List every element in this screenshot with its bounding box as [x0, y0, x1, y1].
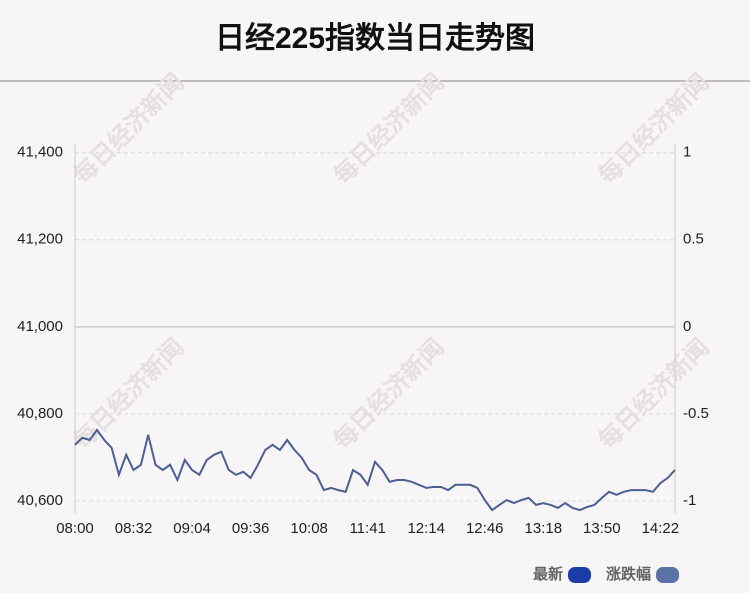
y2-tick-label: 0 [683, 318, 691, 335]
x-tick-label: 14:22 [642, 520, 680, 537]
x-tick-label: 12:46 [466, 520, 504, 537]
y2-tick-label: -0.5 [683, 405, 709, 422]
x-tick-label: 08:32 [115, 520, 153, 537]
x-tick-label: 12:14 [407, 520, 445, 537]
y-tick-label: 41,200 [17, 231, 63, 248]
y-tick-label: 40,600 [17, 492, 63, 509]
legend-swatch [656, 567, 680, 583]
y2-tick-label: -1 [683, 492, 696, 509]
x-tick-label: 13:50 [583, 520, 621, 537]
x-tick-label: 13:18 [525, 520, 563, 537]
y2-tick-label: 0.5 [683, 231, 704, 248]
legend-swatch [568, 567, 592, 583]
y2-tick-label: 1 [683, 144, 691, 161]
x-tick-label: 11:41 [349, 520, 385, 537]
x-tick-label: 09:04 [173, 520, 211, 537]
y-tick-label: 41,000 [17, 318, 63, 335]
x-tick-label: 08:00 [56, 520, 94, 537]
legend-label: 最新 [533, 565, 563, 583]
legend-label: 涨跌幅 [606, 565, 651, 583]
x-tick-label: 09:36 [232, 520, 270, 537]
chart-title: 日经225指数当日走势图 [215, 21, 535, 55]
x-tick-label: 10:08 [290, 520, 328, 537]
price-line [74, 428, 676, 512]
y-tick-label: 41,400 [17, 144, 63, 161]
y-tick-label: 40,800 [17, 405, 63, 422]
